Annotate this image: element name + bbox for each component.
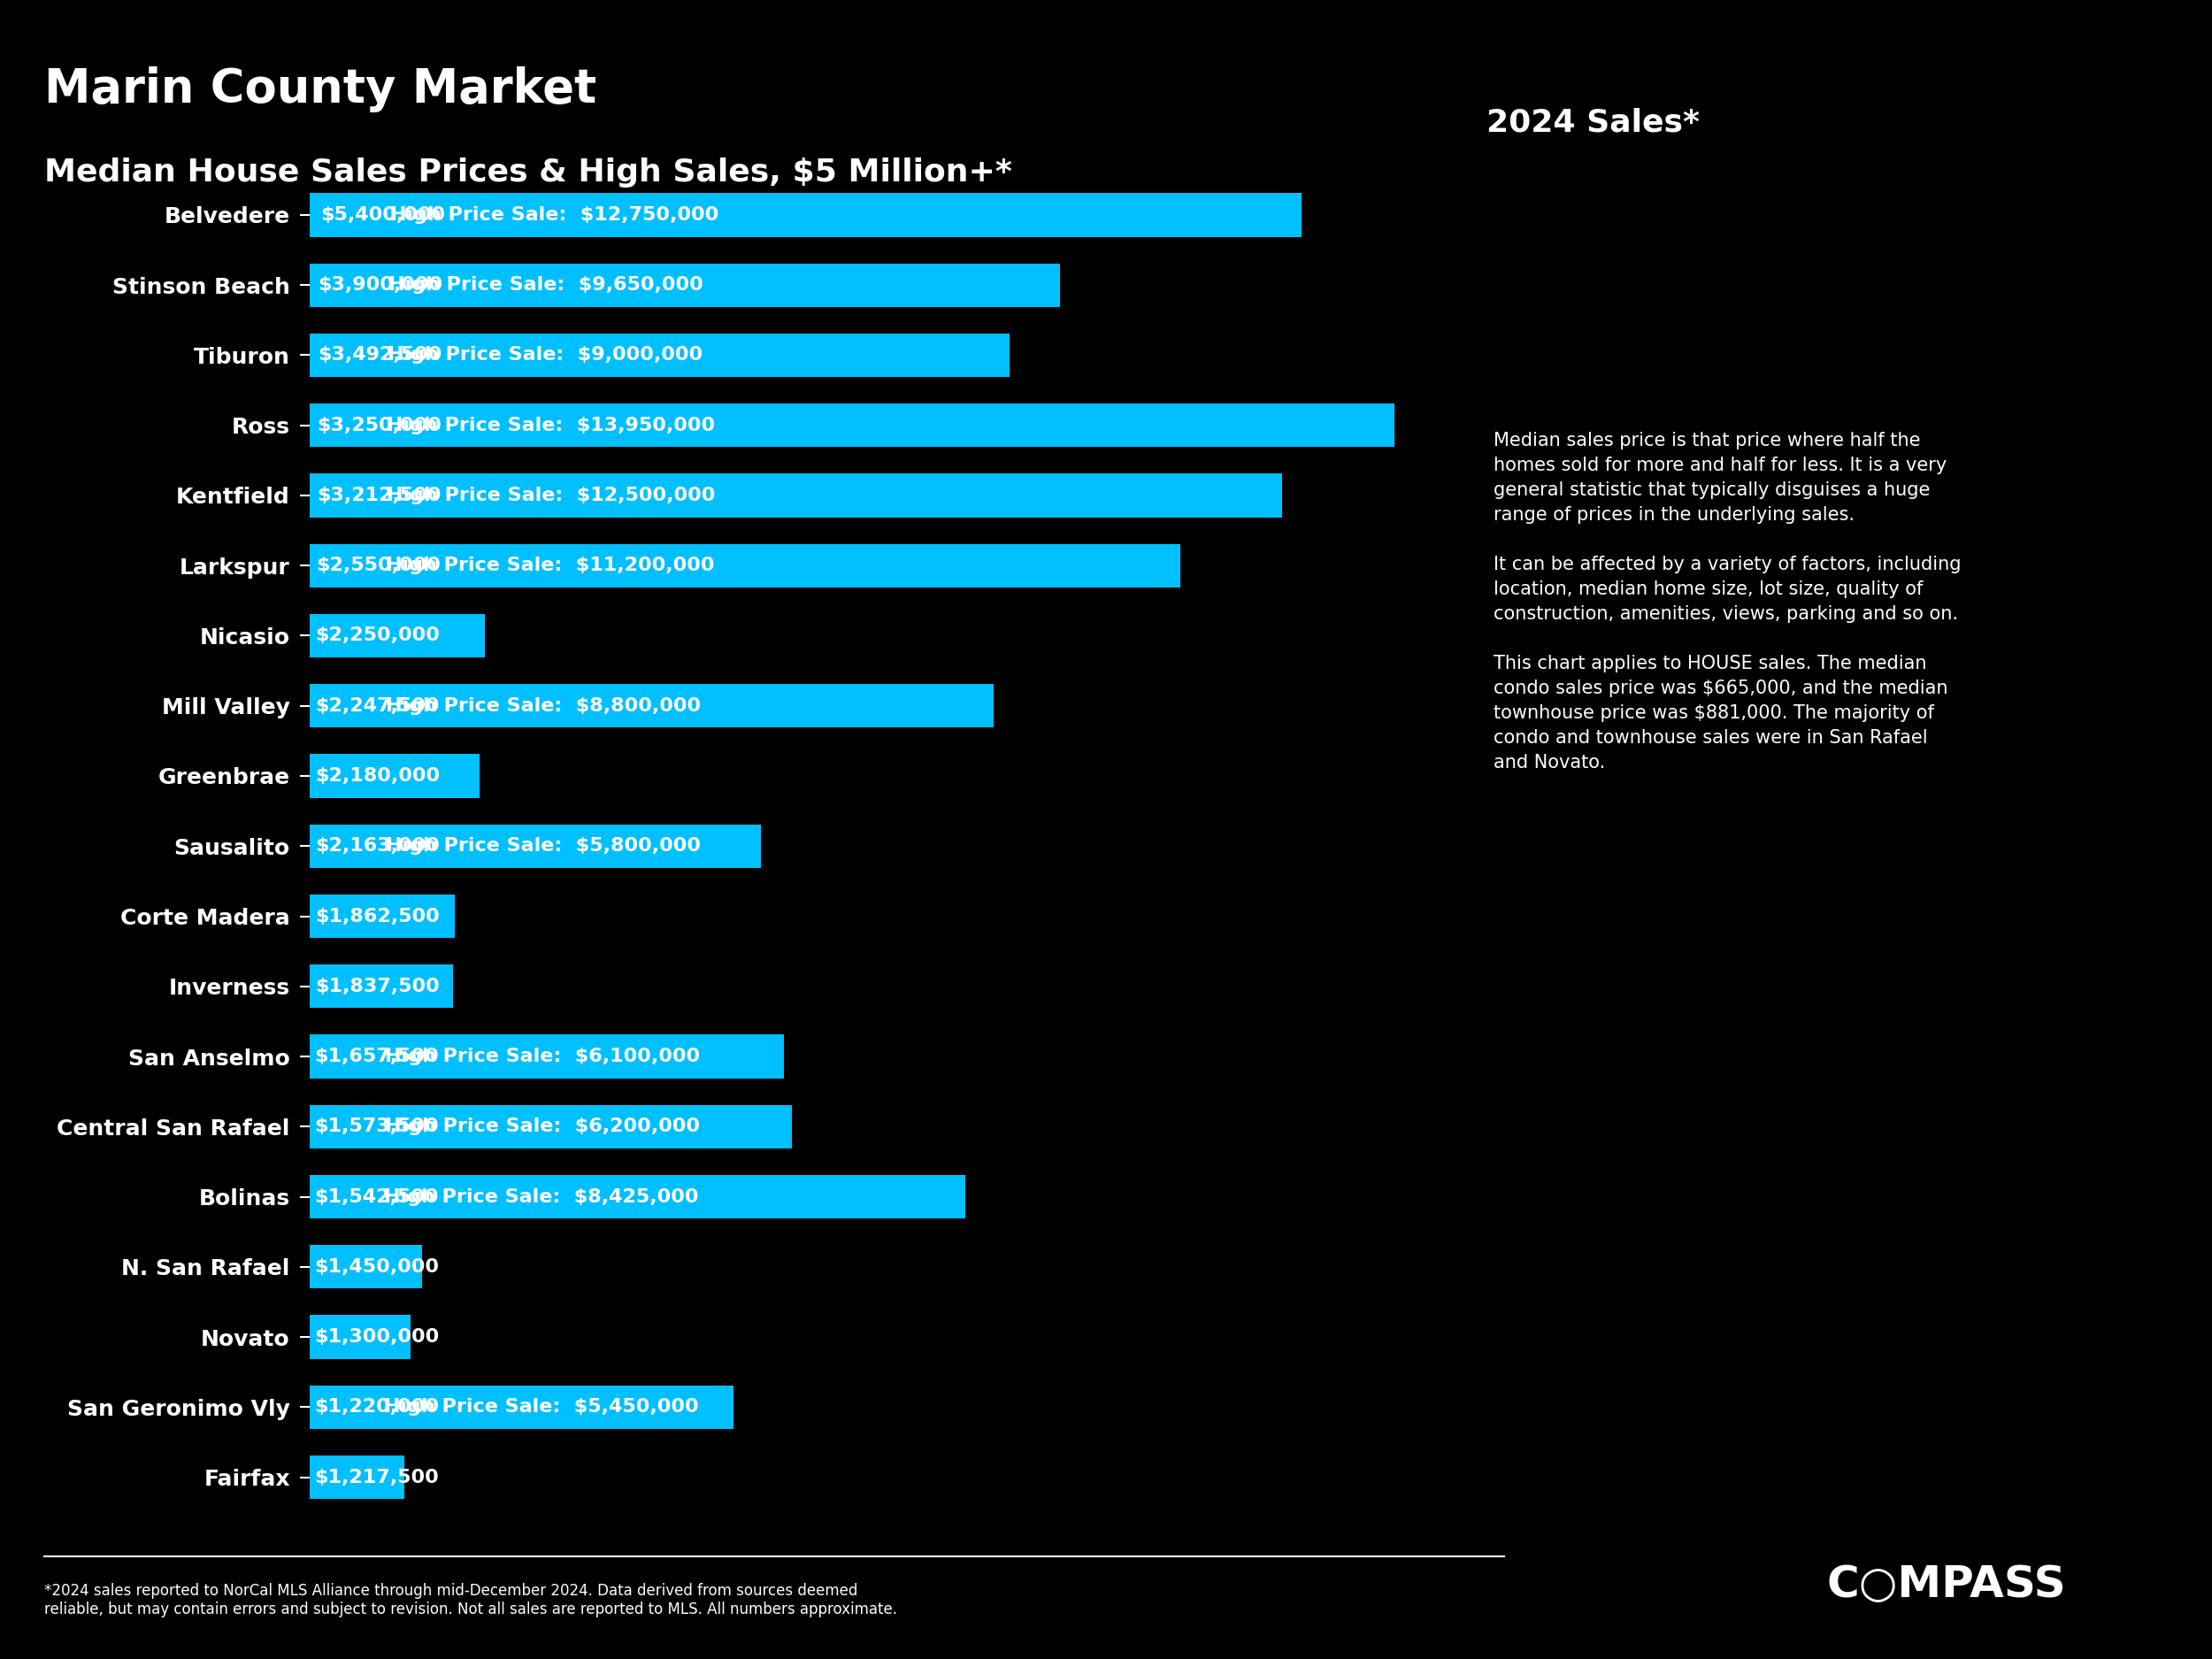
Text: High Price Sale:  $5,450,000: High Price Sale: $5,450,000 (385, 1399, 699, 1415)
Text: *2024 sales reported to NorCal MLS Alliance through mid-December 2024. Data deri: *2024 sales reported to NorCal MLS Allia… (44, 1583, 898, 1618)
Text: $3,900,000: $3,900,000 (319, 277, 442, 294)
Text: Median sales price is that price where half the
homes sold for more and half for: Median sales price is that price where h… (1493, 431, 1960, 771)
Text: High Price Sale:  $5,800,000: High Price Sale: $5,800,000 (385, 838, 701, 854)
Text: $1,862,500: $1,862,500 (314, 907, 440, 926)
Text: $1,450,000: $1,450,000 (314, 1258, 438, 1276)
Text: $3,492,500: $3,492,500 (319, 347, 442, 363)
Text: $2,250,000: $2,250,000 (316, 627, 440, 645)
Text: $1,217,500: $1,217,500 (314, 1468, 438, 1486)
Text: High Price Sale:  $12,750,000: High Price Sale: $12,750,000 (389, 206, 719, 224)
Text: $1,300,000: $1,300,000 (314, 1329, 438, 1345)
Text: Marin County Market: Marin County Market (44, 66, 597, 113)
Text: High Price Sale:  $9,000,000: High Price Sale: $9,000,000 (387, 347, 703, 363)
Bar (310, 333, 1009, 377)
Bar (310, 264, 1060, 307)
Text: High Price Sale:  $12,500,000: High Price Sale: $12,500,000 (387, 486, 717, 504)
Text: 2024 Sales*: 2024 Sales* (1486, 108, 1699, 138)
Text: $1,220,000: $1,220,000 (314, 1399, 438, 1415)
Text: Median House Sales Prices & High Sales, $5 Million+*: Median House Sales Prices & High Sales, … (44, 158, 1013, 187)
Text: High Price Sale:  $8,425,000: High Price Sale: $8,425,000 (385, 1188, 699, 1206)
Text: $1,657,500: $1,657,500 (314, 1047, 440, 1065)
Bar (310, 403, 1394, 446)
Bar (310, 1246, 422, 1289)
Text: $2,247,500: $2,247,500 (316, 697, 440, 715)
Text: C○MPASS: C○MPASS (1827, 1563, 2066, 1606)
Bar (310, 1455, 405, 1500)
Text: $1,573,500: $1,573,500 (314, 1118, 438, 1135)
Text: $1,542,500: $1,542,500 (314, 1188, 438, 1206)
Bar (310, 684, 993, 728)
Text: High Price Sale:  $13,950,000: High Price Sale: $13,950,000 (387, 416, 714, 435)
Bar (310, 474, 1281, 518)
Text: $1,837,500: $1,837,500 (314, 977, 440, 995)
Bar (310, 614, 484, 657)
Text: $2,180,000: $2,180,000 (316, 766, 440, 785)
Bar (310, 1035, 783, 1078)
Bar (310, 825, 761, 868)
Bar (310, 964, 453, 1009)
Bar (310, 1175, 964, 1218)
Text: $2,550,000: $2,550,000 (316, 557, 440, 574)
Text: High Price Sale:  $6,100,000: High Price Sale: $6,100,000 (385, 1047, 699, 1065)
Bar (310, 894, 453, 937)
Text: High Price Sale:  $9,650,000: High Price Sale: $9,650,000 (387, 277, 703, 294)
Text: $3,212,500: $3,212,500 (316, 486, 442, 504)
Bar (310, 1105, 792, 1148)
Text: High Price Sale:  $8,800,000: High Price Sale: $8,800,000 (385, 697, 701, 715)
Bar (310, 755, 480, 798)
Text: $3,250,000: $3,250,000 (316, 416, 442, 435)
Bar (310, 544, 1181, 587)
Text: High Price Sale:  $11,200,000: High Price Sale: $11,200,000 (385, 557, 714, 574)
Text: $2,163,000: $2,163,000 (316, 838, 440, 854)
Text: $5,400,000: $5,400,000 (321, 206, 445, 224)
Bar (310, 192, 1301, 237)
Bar (310, 1316, 411, 1359)
Text: High Price Sale:  $6,200,000: High Price Sale: $6,200,000 (385, 1118, 699, 1135)
Bar (310, 1385, 734, 1428)
